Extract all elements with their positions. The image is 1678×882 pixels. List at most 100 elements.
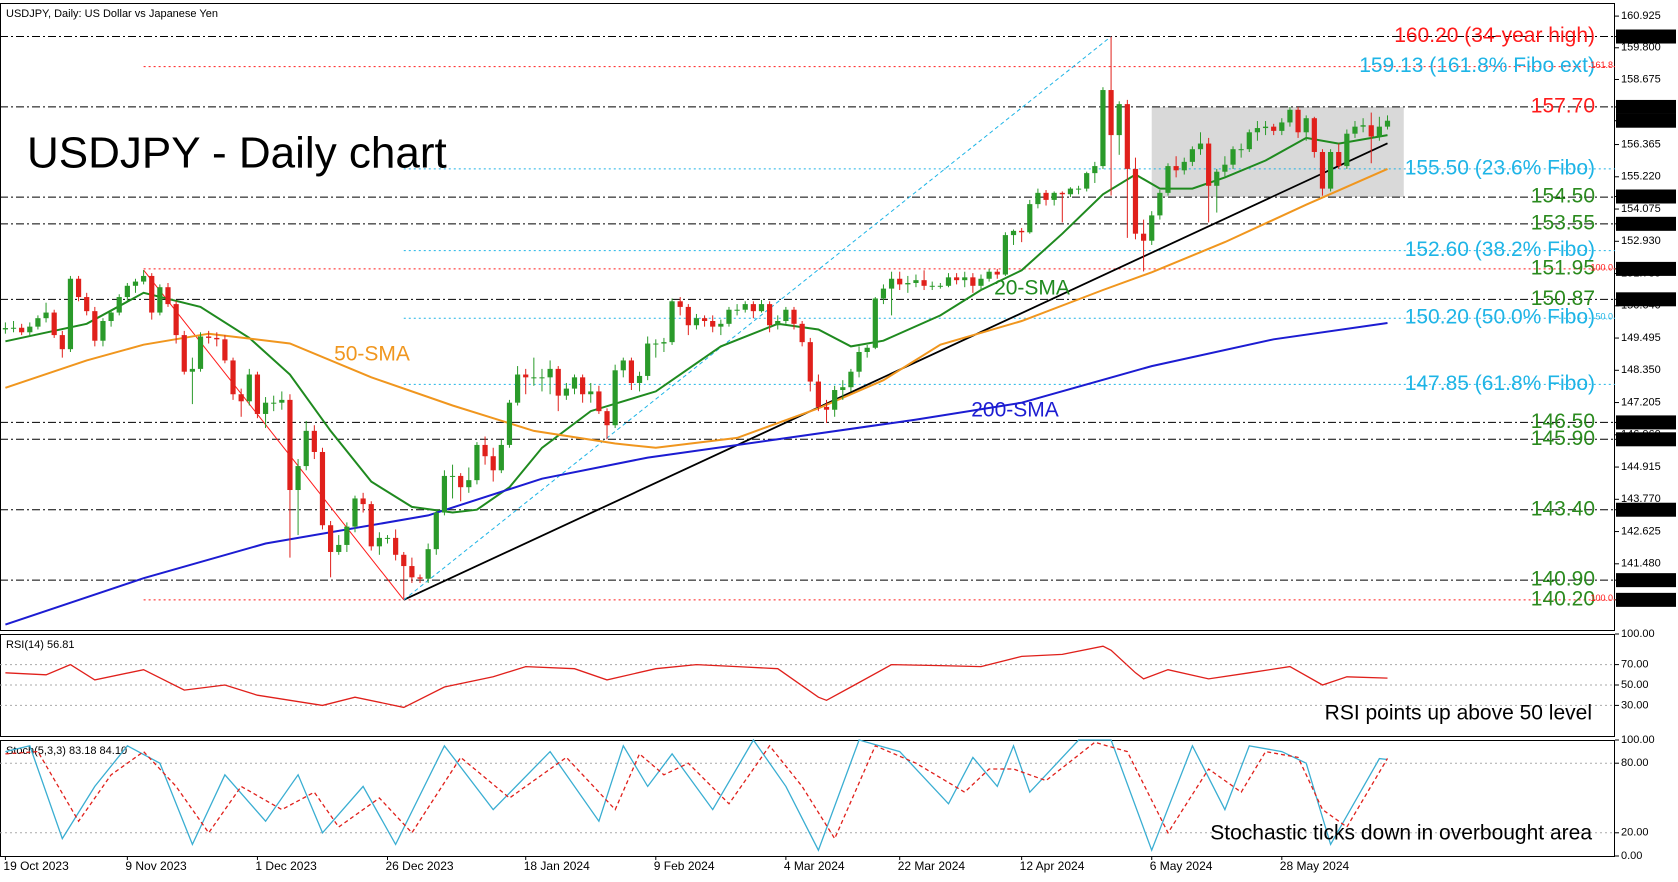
price-tag	[1616, 592, 1676, 607]
fibo-tag: 50.0	[1595, 312, 1613, 322]
candle-body	[173, 304, 179, 336]
fibo-tag: 161.8	[1590, 60, 1613, 70]
candle-body	[547, 368, 553, 378]
candle-body	[360, 498, 366, 505]
candle-body	[693, 318, 700, 326]
candle-body	[441, 475, 448, 513]
candle-body	[1173, 166, 1179, 171]
level-label: 151.95	[1531, 256, 1595, 279]
candle-body	[474, 444, 480, 481]
y-tick-label: 80.00	[1621, 757, 1649, 769]
candle-body	[978, 278, 984, 286]
y-tick-label: 152.930	[1621, 235, 1661, 247]
y-tick-label: 146.500	[1621, 416, 1661, 428]
candle-body	[864, 347, 870, 352]
pane-frame	[0, 740, 1615, 857]
candle-body	[1108, 90, 1114, 136]
candle-body	[116, 297, 122, 313]
candle-body	[124, 285, 130, 298]
candle-body	[506, 402, 513, 445]
candle-body	[1116, 104, 1122, 136]
y-tick-label: 153.550	[1621, 218, 1661, 230]
candle-body	[807, 342, 813, 382]
candle-body	[1287, 109, 1293, 123]
candle-body	[1254, 128, 1261, 133]
candle-body	[189, 368, 195, 372]
candle-body	[1246, 132, 1252, 150]
candle-body	[51, 312, 57, 336]
candle-body	[368, 504, 374, 547]
candle-body	[279, 399, 285, 403]
candle-body	[612, 370, 618, 426]
y-tick-label: 154.075	[1621, 203, 1661, 215]
candle-body	[319, 451, 326, 526]
candle-body	[905, 282, 911, 285]
y-tick-label: 160.200	[1621, 30, 1661, 42]
candle-body	[303, 430, 309, 467]
candle-body	[758, 304, 765, 312]
candle-body	[1010, 230, 1017, 236]
level-label: 160.20 (34-year high)	[1394, 24, 1595, 47]
candle-body	[141, 275, 147, 282]
candle-body	[701, 318, 708, 322]
candle-body	[149, 275, 155, 313]
candle-body	[1384, 120, 1391, 127]
trendline	[403, 36, 1112, 601]
candle-body	[100, 321, 106, 341]
y-tick-label: 157.700	[1621, 101, 1661, 113]
candle-body	[352, 498, 358, 527]
candle-body	[994, 271, 1000, 275]
series-label: 50-SMA	[334, 343, 410, 366]
level-label: 150.20 (50.0% Fibo)	[1405, 306, 1595, 329]
x-tick-label: 22 Mar 2024	[898, 859, 966, 873]
level-label: 147.85 (61.8% Fibo)	[1405, 372, 1595, 395]
price-tag	[1616, 292, 1676, 307]
candle-body	[466, 480, 472, 488]
candle-body	[783, 309, 789, 322]
candle-body	[498, 444, 504, 471]
candle-body	[1124, 104, 1130, 169]
candle-body	[945, 277, 952, 286]
candle-body	[775, 321, 781, 326]
candle-body	[531, 377, 537, 379]
series-line	[5, 645, 1388, 709]
y-tick-label: 143.400	[1621, 504, 1661, 516]
y-tick-label: 30.00	[1621, 699, 1649, 711]
candle-body	[1059, 192, 1065, 195]
candle-body	[750, 304, 756, 312]
level-label: 154.50	[1531, 185, 1595, 208]
y-tick-label: 150.640	[1621, 300, 1661, 312]
candle-body	[514, 374, 521, 403]
candle-body	[1002, 235, 1008, 275]
series-label: 200-SMA	[971, 399, 1059, 422]
candle-body	[287, 399, 293, 491]
candle-body	[645, 343, 651, 376]
series-line	[5, 738, 1388, 853]
candle-body	[92, 311, 98, 341]
x-tick-label: 4 Mar 2024	[784, 859, 845, 873]
candle-body	[1303, 118, 1309, 133]
candle-body	[449, 475, 456, 477]
price-tag	[1616, 261, 1676, 276]
y-tick-label: 100.00	[1621, 734, 1655, 746]
level-label: 153.55	[1531, 211, 1595, 234]
candle-body	[580, 377, 586, 395]
candle-body	[336, 544, 342, 552]
candle-body	[482, 444, 488, 457]
candle-body	[880, 288, 887, 299]
candle-body	[563, 388, 569, 396]
candle-body	[35, 318, 41, 327]
candle-body	[856, 351, 862, 372]
candle-body	[1100, 90, 1106, 167]
candle-body	[1075, 188, 1082, 190]
candle-body	[962, 277, 968, 281]
y-tick-label: 150.870	[1621, 293, 1661, 305]
pane-title: Stoch(5,3,3) 83.18 84.10	[6, 745, 127, 757]
y-tick-label: 144.915	[1621, 461, 1661, 473]
candle-body	[523, 374, 529, 378]
price-tag	[1616, 29, 1676, 44]
candle-body	[848, 371, 854, 388]
candle-body	[1352, 126, 1358, 134]
candle-body	[1189, 149, 1195, 162]
candle-body	[767, 304, 773, 326]
